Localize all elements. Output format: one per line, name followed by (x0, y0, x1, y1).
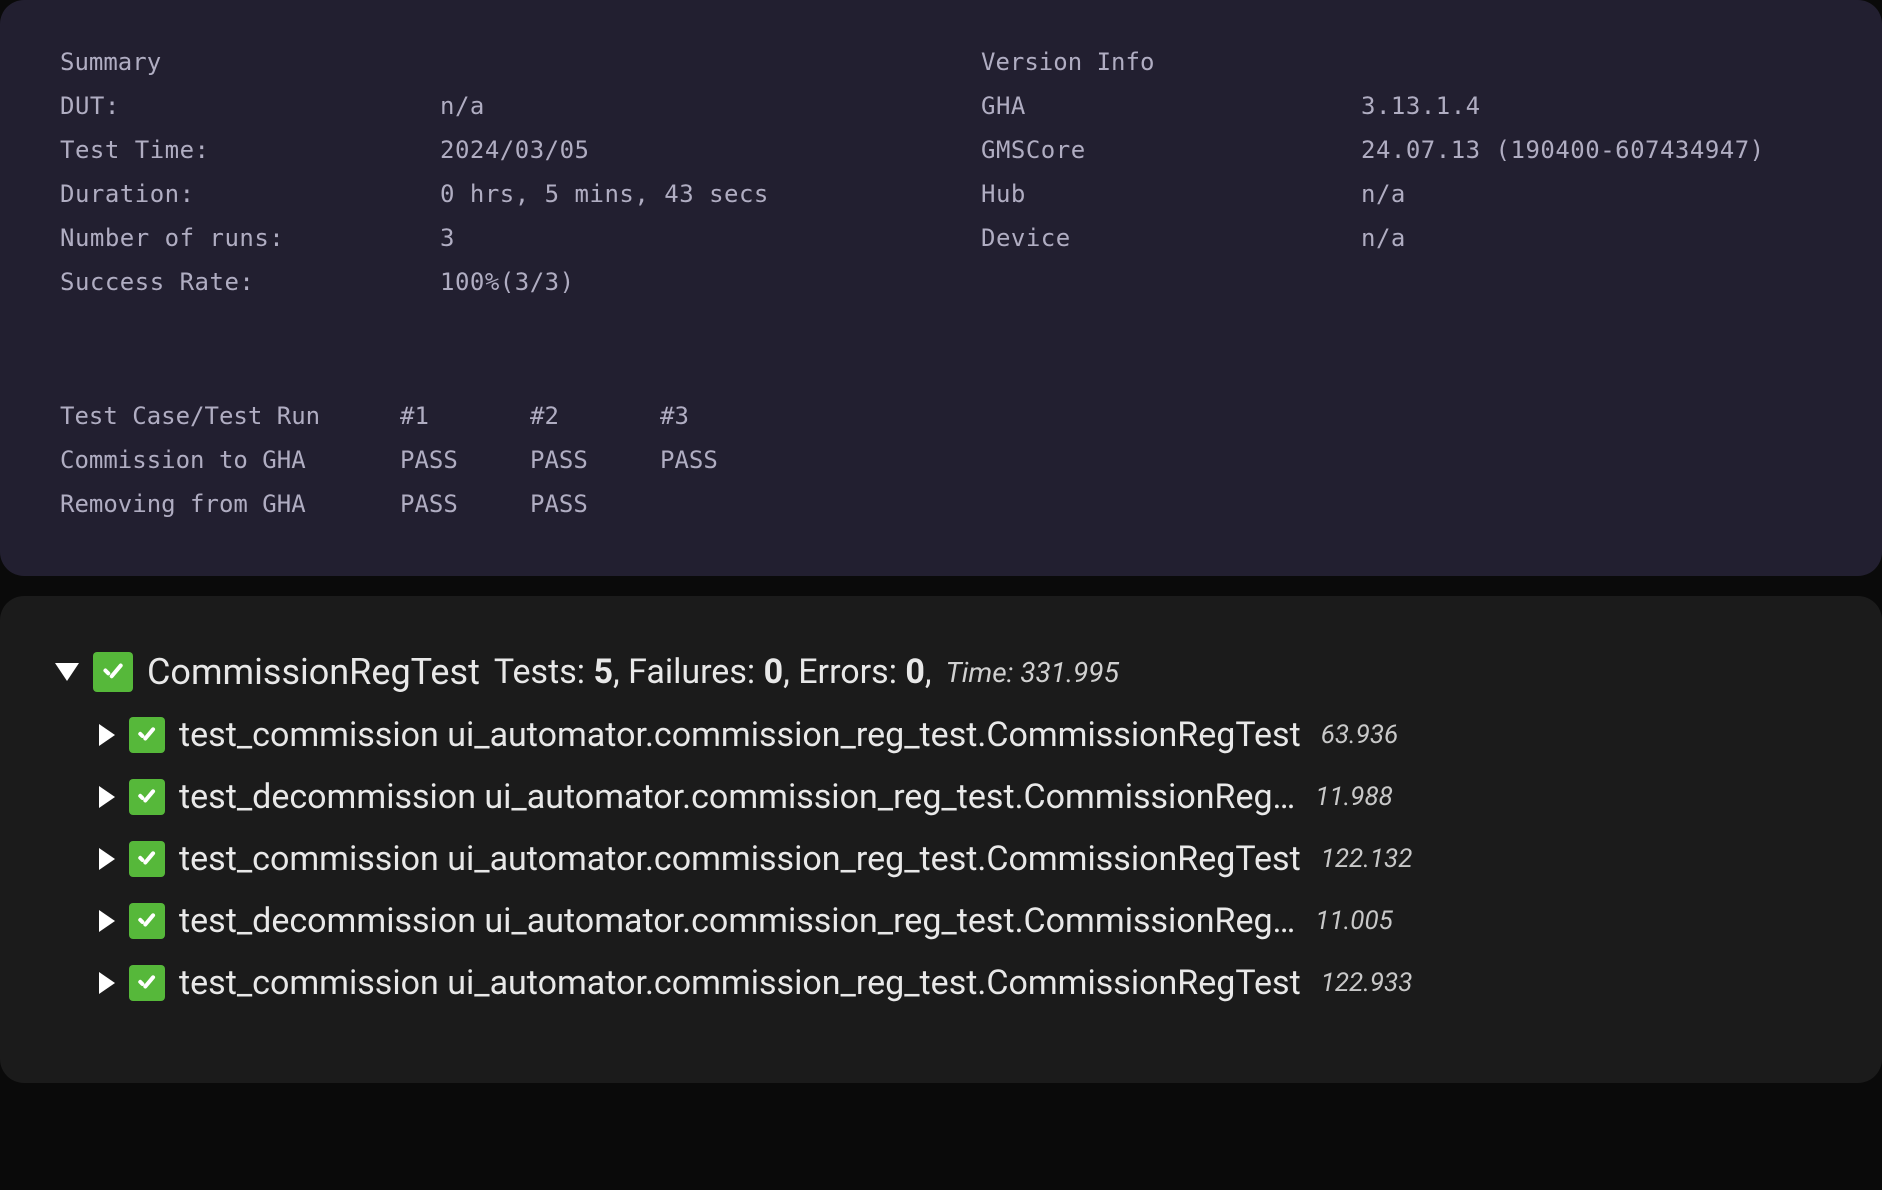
expand-icon[interactable] (99, 848, 115, 870)
summary-header: Summary (60, 40, 901, 84)
version-column: Version Info GHA 3.13.1.4 GMSCore 24.07.… (981, 40, 1822, 304)
test-time: 122.132 (1321, 844, 1413, 874)
version-row-device: Device n/a (981, 216, 1822, 260)
summary-value: 3 (440, 216, 901, 260)
summary-panel: Summary DUT: n/a Test Time: 2024/03/05 D… (0, 0, 1882, 576)
runs-data-row: Removing from GHA PASS PASS (60, 482, 1822, 526)
summary-column: Summary DUT: n/a Test Time: 2024/03/05 D… (60, 40, 901, 304)
version-value: n/a (1361, 172, 1822, 216)
runs-cell: PASS (660, 438, 790, 482)
summary-value: n/a (440, 84, 901, 128)
test-time: 63.936 (1321, 720, 1399, 750)
runs-table: Test Case/Test Run #1 #2 #3 Commission t… (60, 394, 1822, 526)
test-name: test_decommission ui_automator.commissio… (179, 777, 1295, 817)
runs-cell: PASS (400, 438, 530, 482)
version-label: Hub (981, 172, 1361, 216)
runs-data-row: Commission to GHA PASS PASS PASS (60, 438, 1822, 482)
summary-label: Success Rate: (60, 260, 440, 304)
version-value: n/a (1361, 216, 1822, 260)
tests-panel: CommissionRegTest Tests: 5, Failures: 0,… (0, 596, 1882, 1083)
test-name: test_commission ui_automator.commission_… (179, 963, 1301, 1003)
version-label: Device (981, 216, 1361, 260)
summary-row-duration: Duration: 0 hrs, 5 mins, 43 secs (60, 172, 901, 216)
pass-icon (129, 841, 165, 877)
runs-cell: PASS (530, 438, 660, 482)
version-label: GMSCore (981, 128, 1361, 172)
time-label: Time: (946, 656, 1014, 689)
tests-label: Tests: (494, 652, 585, 692)
pass-icon (93, 652, 133, 692)
test-row[interactable]: test_commission ui_automator.commission_… (99, 715, 1827, 755)
version-header: Version Info (981, 40, 1822, 84)
suite-time: Time: 331.995 (946, 656, 1119, 689)
tests-count: 5 (593, 652, 613, 692)
summary-label: DUT: (60, 84, 440, 128)
pass-icon (129, 903, 165, 939)
runs-row-label: Commission to GHA (60, 438, 400, 482)
version-row-hub: Hub n/a (981, 172, 1822, 216)
version-row-gmscore: GMSCore 24.07.13 (190400-607434947) (981, 128, 1822, 172)
pass-icon (129, 965, 165, 1001)
expand-icon[interactable] (55, 663, 79, 681)
summary-row-dut: DUT: n/a (60, 84, 901, 128)
test-time: 11.005 (1315, 906, 1393, 936)
runs-header-label: Test Case/Test Run (60, 394, 400, 438)
test-time: 11.988 (1315, 782, 1393, 812)
test-row[interactable]: test_decommission ui_automator.commissio… (99, 901, 1827, 941)
version-row-gha: GHA 3.13.1.4 (981, 84, 1822, 128)
errors-label: Errors: (798, 652, 897, 692)
test-name: test_commission ui_automator.commission_… (179, 839, 1301, 879)
suite-name: CommissionRegTest (147, 651, 480, 693)
suite-summary: Tests: 5, Failures: 0, Errors: 0, (494, 652, 932, 692)
errors-count: 0 (905, 652, 925, 692)
expand-icon[interactable] (99, 786, 115, 808)
runs-row-label: Removing from GHA (60, 482, 400, 526)
summary-row-runs: Number of runs: 3 (60, 216, 901, 260)
failures-count: 0 (764, 652, 784, 692)
test-name: test_commission ui_automator.commission_… (179, 715, 1301, 755)
test-name: test_decommission ui_automator.commissio… (179, 901, 1295, 941)
runs-header-cell: #3 (660, 394, 790, 438)
failures-label: Failures: (628, 652, 755, 692)
runs-header-cell: #1 (400, 394, 530, 438)
pass-icon (129, 717, 165, 753)
test-row[interactable]: test_decommission ui_automator.commissio… (99, 777, 1827, 817)
runs-cell: PASS (400, 482, 530, 526)
version-value: 3.13.1.4 (1361, 84, 1822, 128)
summary-label: Number of runs: (60, 216, 440, 260)
suite-row[interactable]: CommissionRegTest Tests: 5, Failures: 0,… (55, 651, 1827, 693)
runs-cell: PASS (530, 482, 660, 526)
summary-value: 2024/03/05 (440, 128, 901, 172)
test-row[interactable]: test_commission ui_automator.commission_… (99, 963, 1827, 1003)
runs-cell (660, 482, 790, 526)
summary-row-test-time: Test Time: 2024/03/05 (60, 128, 901, 172)
test-row[interactable]: test_commission ui_automator.commission_… (99, 839, 1827, 879)
summary-value: 0 hrs, 5 mins, 43 secs (440, 172, 901, 216)
summary-label: Duration: (60, 172, 440, 216)
time-value: 331.995 (1020, 656, 1119, 689)
expand-icon[interactable] (99, 724, 115, 746)
runs-header-row: Test Case/Test Run #1 #2 #3 (60, 394, 1822, 438)
expand-icon[interactable] (99, 910, 115, 932)
summary-row-success-rate: Success Rate: 100%(3/3) (60, 260, 901, 304)
test-time: 122.933 (1321, 968, 1413, 998)
version-value: 24.07.13 (190400-607434947) (1361, 128, 1822, 172)
pass-icon (129, 779, 165, 815)
summary-value: 100%(3/3) (440, 260, 901, 304)
runs-header-cell: #2 (530, 394, 660, 438)
version-label: GHA (981, 84, 1361, 128)
summary-label: Test Time: (60, 128, 440, 172)
expand-icon[interactable] (99, 972, 115, 994)
